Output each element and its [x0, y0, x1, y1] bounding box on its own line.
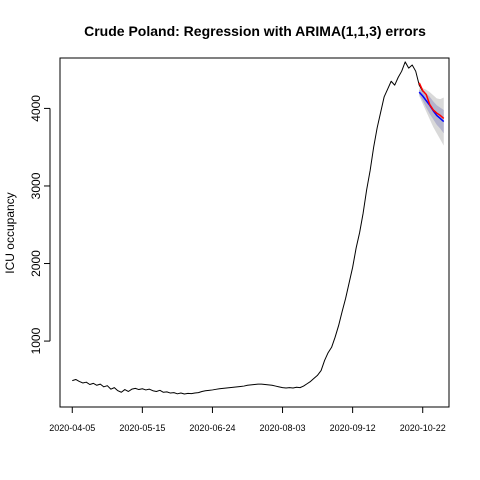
x-tick-label: 2020-08-03 — [260, 423, 306, 433]
chart-title: Crude Poland: Regression with ARIMA(1,1,… — [84, 23, 426, 39]
x-tick-label: 2020-06-24 — [189, 423, 235, 433]
x-axis: 2020-04-05 2020-05-15 2020-06-24 2020-08-03… — [49, 406, 446, 433]
y-axis: 1000 2000 3000 4000 — [29, 95, 51, 354]
x-tick-label: 2020-05-15 — [119, 423, 165, 433]
series-lines — [72, 61, 445, 395]
observed-line — [72, 61, 424, 395]
y-tick-label: 3000 — [29, 172, 43, 199]
y-axis-label: ICU occupancy — [3, 192, 17, 273]
plot-area — [59, 57, 450, 408]
y-tick-label: 1000 — [29, 327, 43, 354]
x-tick-label: 2020-10-22 — [400, 423, 446, 433]
x-tick-label: 2020-09-12 — [330, 423, 376, 433]
y-tick-label: 4000 — [29, 95, 43, 122]
y-tick-label: 2000 — [29, 250, 43, 277]
actual-line — [418, 82, 445, 120]
x-tick-label: 2020-04-05 — [49, 423, 95, 433]
